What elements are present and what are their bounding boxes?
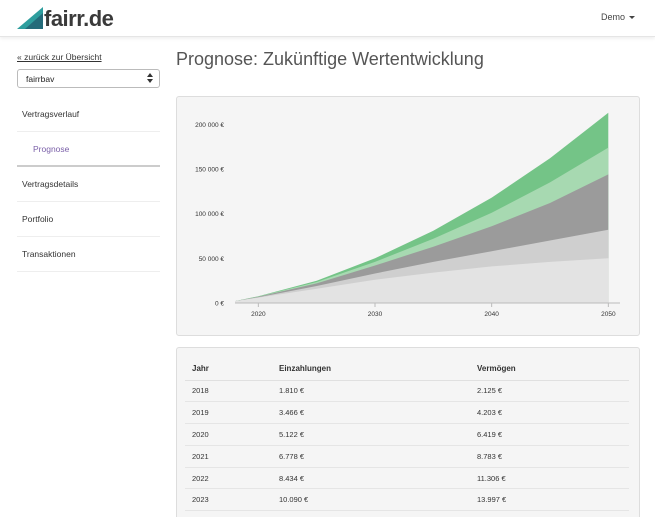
cell-year: 2020	[185, 423, 272, 446]
sidebar-item-prognose[interactable]: Prognose	[17, 132, 160, 167]
forecast-chart: 0 € 50 000 € 100 000 € 150 000 € 200 000 € 20…	[195, 112, 620, 318]
table-row: 2023 10.090 € 13.997 €	[185, 488, 629, 512]
table-row: 2020 5.122 € 6.419 €	[185, 423, 629, 446]
forecast-table-panel: Jahr Einzahlungen Vermögen 2018 1.810 € …	[176, 347, 640, 517]
y-tick-label: 100 000 €	[195, 211, 224, 218]
cell-deposits: 3.466 €	[272, 401, 470, 425]
cell-year: 2019	[185, 401, 272, 425]
sidebar-item-transaktionen[interactable]: Transaktionen	[17, 237, 160, 272]
table-row: 2019 3.466 € 4.203 €	[185, 401, 629, 425]
logo-text: fairr.de	[44, 6, 114, 31]
cell-deposits: 10.090 €	[272, 488, 470, 512]
cell-year: 2018	[185, 380, 272, 403]
forecast-chart-panel: 0 € 50 000 € 100 000 € 150 000 € 200 000 € 20…	[176, 96, 640, 336]
cell-assets: 6.419 €	[470, 423, 629, 446]
table-row: 2022 8.434 € 11.306 €	[185, 467, 629, 490]
column-header-vermoegen: Vermögen	[470, 358, 629, 381]
column-header-einzahlungen: Einzahlungen	[272, 358, 470, 381]
cell-deposits: 5.122 €	[272, 423, 470, 446]
y-tick-label: 0 €	[215, 301, 224, 308]
back-to-overview-link[interactable]: « zurück zur Übersicht	[17, 52, 102, 62]
cell-assets: 8.783 €	[470, 445, 629, 468]
sidebar-item-vertragsverlauf[interactable]: Vertragsverlauf	[17, 97, 160, 132]
x-tick-label: 2030	[368, 311, 383, 318]
cell-assets: 13.997 €	[470, 488, 629, 512]
x-tick-label: 2020	[251, 311, 266, 318]
cell-assets: 4.203 €	[470, 401, 629, 425]
cell-assets: 11.306 €	[470, 467, 629, 490]
sidebar-nav: Vertragsverlauf Prognose Vertragsdetails…	[17, 97, 160, 272]
sidebar-item-portfolio[interactable]: Portfolio	[17, 202, 160, 237]
table-header-row: Jahr Einzahlungen Vermögen	[185, 358, 629, 381]
area-band-0	[235, 258, 609, 303]
table-row: 2021 6.778 € 8.783 €	[185, 445, 629, 468]
select-arrows-icon	[147, 73, 153, 83]
top-navbar: fairr.de Demo	[0, 0, 655, 37]
contract-select[interactable]: fairrbav	[17, 69, 160, 88]
y-tick-label: 200 000 €	[195, 122, 224, 129]
y-tick-label: 150 000 €	[195, 167, 224, 174]
cell-assets: 2.125 €	[470, 380, 629, 403]
x-tick-label: 2040	[484, 311, 499, 318]
forecast-table: Jahr Einzahlungen Vermögen 2018 1.810 € …	[185, 358, 629, 512]
cell-deposits: 1.810 €	[272, 380, 470, 403]
column-header-jahr: Jahr	[185, 358, 272, 381]
table-row: 2018 1.810 € 2.125 €	[185, 380, 629, 403]
user-menu[interactable]: Demo	[601, 12, 635, 22]
contract-select-value: fairrbav	[26, 74, 55, 84]
y-tick-label: 50 000 €	[199, 256, 225, 263]
logo[interactable]: fairr.de	[17, 5, 114, 31]
user-name: Demo	[600, 12, 625, 22]
x-tick-label: 2050	[601, 311, 616, 318]
page-title: Prognose: Zukünftige Wertentwicklung	[176, 49, 484, 69]
cell-year: 2021	[185, 445, 272, 468]
sidebar-item-vertragsdetails[interactable]: Vertragsdetails	[17, 167, 160, 202]
cell-year: 2022	[185, 467, 272, 490]
cell-year: 2023	[185, 488, 272, 512]
caret-down-icon	[629, 15, 635, 19]
cell-deposits: 8.434 €	[272, 467, 470, 490]
cell-deposits: 6.778 €	[272, 445, 470, 468]
logo-icon	[17, 7, 43, 29]
